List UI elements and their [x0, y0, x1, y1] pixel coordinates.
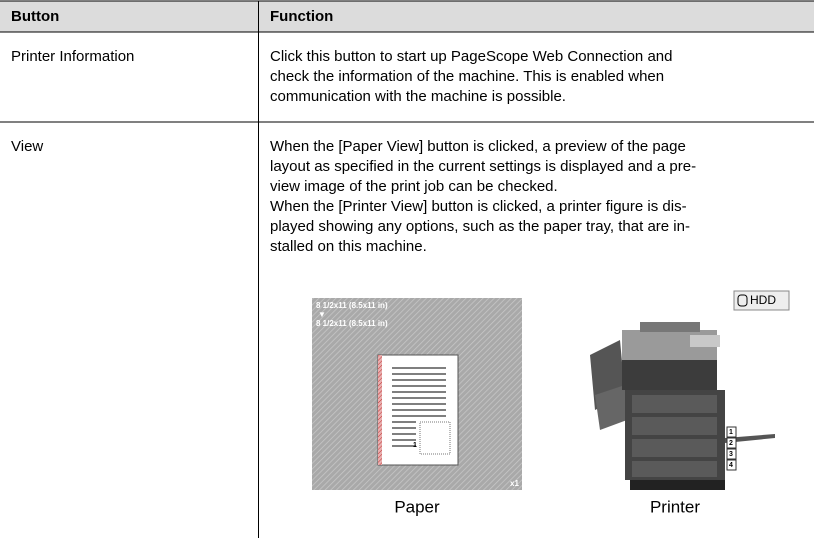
size-label: 8 1/2x11 (8.5x11 in) — [316, 319, 388, 328]
text-line: layout as specified in the current setti… — [270, 158, 696, 175]
tray-tag — [726, 437, 737, 449]
tray-number: 2 — [729, 440, 733, 447]
tray-tag — [726, 459, 737, 471]
button-name: View — [11, 138, 43, 155]
tray-number: 1 — [729, 429, 733, 436]
caption: Printer — [650, 497, 700, 516]
text-line: check the information of the machine. Th… — [270, 68, 664, 85]
hdd-badge — [733, 290, 790, 311]
page-number: 1 — [413, 442, 417, 449]
header-cell: Button — [11, 8, 59, 25]
text-line: communication with the machine is possib… — [270, 88, 566, 105]
tray-tag — [726, 426, 737, 438]
text-line: Click this button to start up PageScope … — [270, 48, 672, 65]
hdd-icon — [737, 294, 748, 307]
text-line: view image of the print job can be check… — [270, 178, 558, 195]
function-text: Click this button to start up PageScope … — [270, 48, 672, 105]
tray-number: 4 — [729, 462, 733, 469]
text-line: When the [Paper View] button is clicked,… — [270, 138, 686, 155]
tray-number: 3 — [729, 451, 733, 458]
function-text: When the [Paper View] button is clicked,… — [270, 138, 696, 255]
text-line: When the [Printer View] button is clicke… — [270, 198, 687, 215]
size-label: 8 1/2x11 (8.5x11 in) — [316, 301, 388, 310]
header-cell: Function — [270, 8, 333, 25]
arrow: ▼ — [318, 310, 326, 319]
text-lines — [392, 367, 446, 447]
tray-labels: 1 2 3 4 — [726, 426, 737, 471]
caption: Paper — [394, 497, 440, 516]
text-line: stalled on this machine. — [270, 238, 427, 255]
printer-illustration — [590, 322, 775, 490]
binding-edge — [378, 355, 382, 465]
tray-tag — [726, 448, 737, 460]
badge-label: HDD — [750, 293, 776, 307]
stamp-area — [419, 421, 451, 455]
button-name: Printer Information — [11, 48, 134, 65]
header-bg — [0, 1, 814, 32]
copies: x1 — [510, 479, 519, 488]
text-line: played showing any options, such as the … — [270, 218, 690, 235]
